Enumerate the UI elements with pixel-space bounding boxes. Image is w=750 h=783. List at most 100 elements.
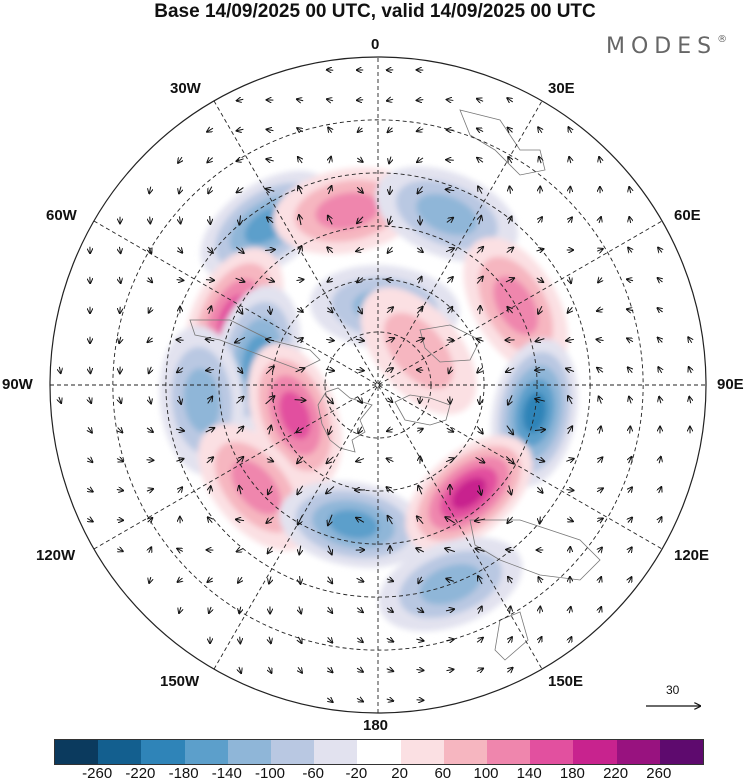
wind-vector-arrow [327,698,332,702]
wind-vector-arrow [416,670,423,671]
wind-vector-arrow [176,280,184,281]
wind-vector-arrow [416,429,423,432]
wind-vector-arrow [269,666,272,673]
wind-vector-arrow [445,609,454,611]
wind-vector-arrow [239,666,241,673]
colorbar-tick-label: -180 [168,765,199,782]
wind-vector-arrow [386,368,393,372]
negative-anomaly-contour [416,193,478,236]
wind-vector-arrow [237,129,244,131]
wind-vector-arrow [445,248,454,251]
wind-vector-arrow [479,216,482,225]
wind-vector-arrow [568,127,571,134]
colorbar-swatch [400,740,444,764]
wind-vector-arrow [657,308,662,312]
wind-vector-arrow [477,366,484,372]
wind-vector-arrow [236,159,244,161]
wind-vector-arrow [506,368,515,372]
wind-vector-arrow [358,306,362,314]
wind-vector-arrow [238,366,243,373]
wind-vector-arrow [418,486,422,495]
colorbar-swatch [616,740,660,764]
wind-vector-arrow [266,339,275,340]
wind-vector-arrow [267,129,274,130]
colorbar [54,739,704,765]
wind-vector-arrow [535,459,545,462]
wind-vector-arrow [328,186,331,195]
wind-vector-arrow [355,339,364,341]
wind-vector-arrow [658,278,663,282]
wind-vector-arrow [417,100,424,101]
wind-vector-arrow [628,248,632,253]
wind-vector-arrow [476,638,483,643]
wind-vector-arrow [119,396,121,403]
wind-vector-arrow [176,459,183,462]
wind-vector-arrow [627,279,634,280]
colorbar-tick-label: 60 [434,765,452,782]
positive-anomaly-contour [451,477,487,510]
wind-vector-arrow [179,186,181,194]
wind-vector-arrow [357,158,362,162]
wind-vector-arrow [235,278,245,282]
wind-vector-arrow [386,279,394,280]
wind-vector-arrow [387,429,394,431]
wind-vector-arrow [479,485,481,495]
wind-vector-arrow [388,246,393,253]
wind-vector-arrow [239,486,241,495]
wind-vector-arrow [535,370,545,371]
wind-vector-arrow [148,338,153,342]
wind-vector-arrow [449,366,452,374]
wind-vector-arrow [268,485,272,495]
colorbar-tick-label: -220 [125,765,156,782]
wind-vector-arrow [265,366,274,375]
wind-vector-arrow [538,577,541,584]
wind-vector-arrow [238,576,242,583]
colorbar-swatch [184,740,228,764]
colorbar-tick-label: 180 [559,765,585,782]
wind-vector-arrow [206,246,213,253]
lon-label-150w: 150W [160,673,200,690]
colorbar-tick-label: 220 [603,765,629,782]
colorbar-swatch [443,740,488,764]
wind-vector-arrow [569,607,570,614]
wind-vector-arrow [389,215,391,224]
wind-vector-arrow [477,99,484,102]
wind-vector-arrow [386,307,393,314]
wind-vector-arrow [418,277,421,284]
wind-vector-arrow [296,428,304,433]
wind-vector-arrow [206,339,215,341]
wind-vector-arrow [149,396,151,404]
wind-vector-arrow [477,128,484,131]
wind-vector-arrow [597,309,604,311]
wind-vector-arrow [205,428,215,432]
wind-vector-arrow [327,278,332,282]
wind-vector-arrow [146,428,153,432]
wind-vector-arrow [599,396,602,404]
wind-vector-arrow [87,488,92,491]
wind-vector-arrow [357,216,364,223]
wind-vector-arrow [598,457,603,462]
meridian-line [93,220,663,550]
wind-vector-arrow [356,518,365,523]
wind-vector-arrow [506,247,514,252]
wind-vector-arrow [509,606,510,614]
meridian-line [213,100,543,670]
meridian-line [213,100,543,670]
wind-vector-arrow [446,277,453,284]
wind-vector-arrow [356,698,363,701]
wind-vector-arrow [477,339,484,341]
wind-vector-arrow [357,100,364,101]
wind-vector-arrow [448,307,453,314]
wind-vector-arrow [629,397,631,404]
wind-vector-arrow [659,457,661,464]
wind-vector-arrow [265,278,274,281]
wind-vector-arrow [265,250,275,251]
wind-vector-arrow [386,579,393,581]
wind-vector-arrow [534,430,545,431]
wind-vector-arrow [416,248,423,252]
wind-vector-arrow [148,278,152,283]
modes-logo: MODES® [606,34,728,59]
wind-vector-arrow [119,336,121,343]
wind-vector-arrow [299,545,300,555]
colorbar-tick-label: -60 [302,765,325,782]
